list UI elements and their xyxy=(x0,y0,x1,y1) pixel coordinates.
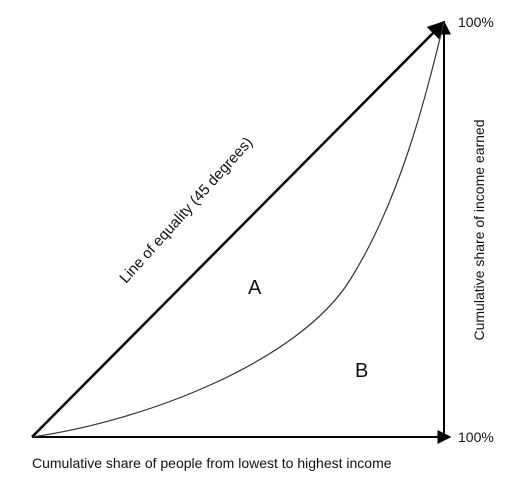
region-a-label: A xyxy=(248,277,262,299)
x-right-label: 100% xyxy=(458,429,494,445)
line-of-equality xyxy=(31,20,446,438)
y-top-label: 100% xyxy=(458,14,494,30)
y-axis-title: Cumulative share of income earned xyxy=(471,119,487,340)
equality-line-label: Line of equality (45 degrees) xyxy=(116,134,256,287)
lorenz-curve xyxy=(31,21,445,438)
region-b-label: B xyxy=(355,360,368,382)
x-axis-title: Cumulative share of people from lowest t… xyxy=(32,455,392,471)
